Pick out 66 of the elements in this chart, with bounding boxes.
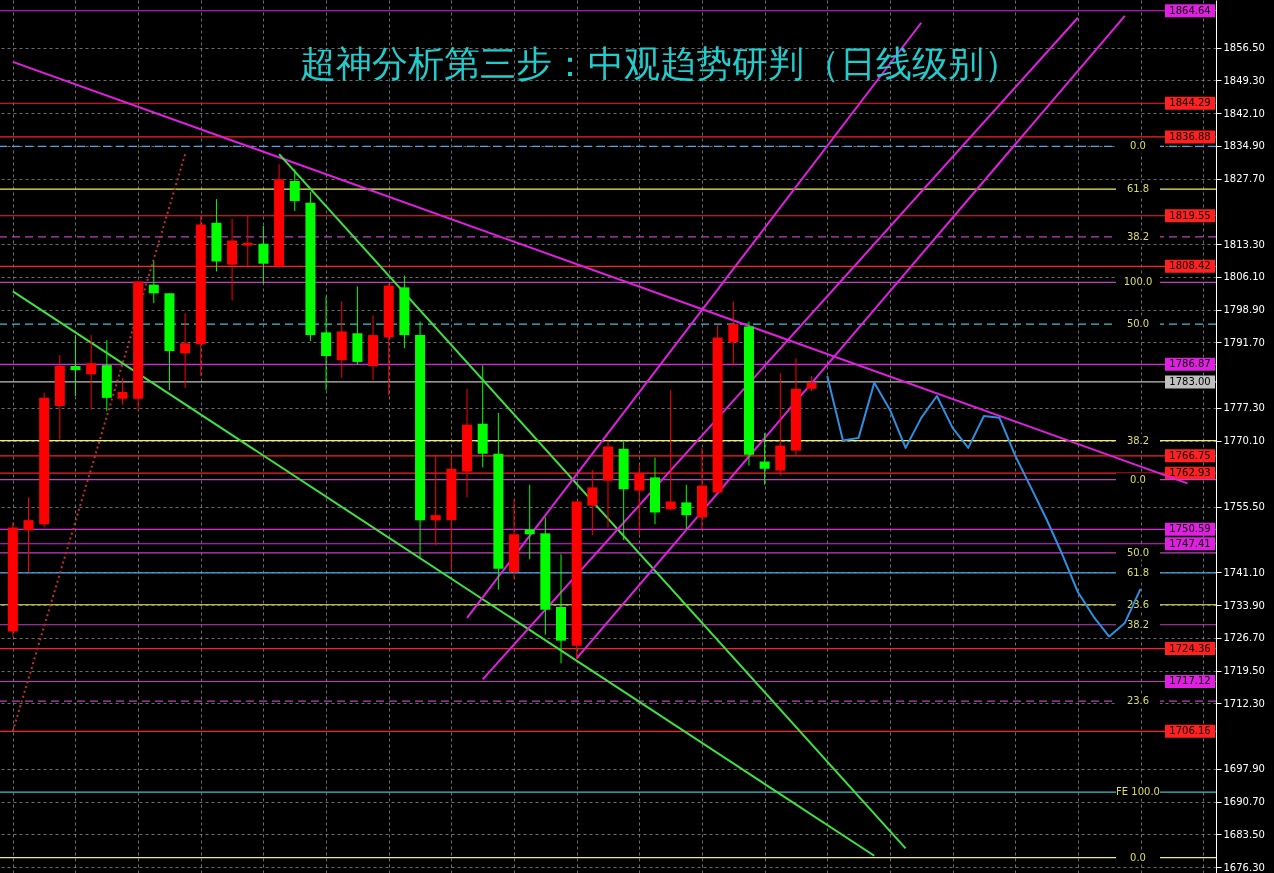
- ref-line-label: 1864.64: [1169, 4, 1211, 16]
- candlestick: [180, 312, 191, 389]
- ref-line-label: 1808.42: [1169, 260, 1211, 272]
- ref-line-label: 1783.00: [1169, 375, 1211, 387]
- ref-line-label: 1786.87: [1169, 358, 1211, 370]
- y-tick-label: 1719.50: [1223, 665, 1265, 677]
- candlestick: [23, 496, 34, 573]
- ref-line-label: 1724.36: [1169, 642, 1211, 654]
- y-tick-label: 1676.30: [1223, 861, 1265, 873]
- annotation: 50.0: [1126, 546, 1150, 558]
- ref-line-label: 1717.12: [1169, 675, 1211, 687]
- ref-line-label: 1836.88: [1169, 130, 1211, 142]
- y-tick-label: 1697.90: [1223, 763, 1265, 775]
- y-tick-label: 1755.50: [1223, 501, 1265, 513]
- candlestick: [524, 484, 535, 560]
- annotation: 61.8: [1126, 183, 1150, 195]
- annotation: 50.0: [1126, 318, 1150, 330]
- ref-line-label: 1706.16: [1169, 725, 1211, 737]
- annotation: 100.0: [1123, 276, 1153, 288]
- ref-line-label: 1762.93: [1169, 467, 1211, 479]
- y-tick-label: 1827.70: [1223, 173, 1265, 185]
- candlestick: [117, 377, 128, 406]
- annotation: FE 100.0: [1116, 786, 1160, 798]
- annotation: 38.2: [1126, 618, 1150, 630]
- candlestick: [587, 469, 598, 536]
- ref-line-label: 1747.41: [1169, 537, 1211, 549]
- y-tick-label: 1806.10: [1223, 271, 1265, 283]
- y-tick-label: 1798.90: [1223, 304, 1265, 316]
- y-tick-label: 1690.70: [1223, 796, 1265, 808]
- annotation: 0.0: [1130, 851, 1146, 863]
- y-tick-label: 1813.30: [1223, 238, 1265, 250]
- candlestick: [242, 215, 253, 267]
- y-tick-label: 1791.70: [1223, 336, 1265, 348]
- candlestick: [86, 334, 97, 411]
- candlestick: [148, 260, 159, 304]
- annotation: 38.2: [1126, 230, 1150, 242]
- y-tick-label: 1856.50: [1223, 42, 1265, 54]
- candlestick: [289, 168, 300, 212]
- annotation: 0.0: [1130, 473, 1146, 485]
- candlestick: [634, 464, 645, 535]
- y-tick-label: 1712.30: [1223, 697, 1265, 709]
- y-tick-label: 1849.30: [1223, 74, 1265, 86]
- y-tick-label: 1683.50: [1223, 828, 1265, 840]
- candlestick: [665, 389, 676, 511]
- candlestick: [681, 484, 692, 530]
- annotation: 61.8: [1126, 566, 1150, 578]
- ref-line-label: 1766.75: [1169, 449, 1211, 461]
- y-tick-label: 1726.70: [1223, 632, 1265, 644]
- ref-line-label: 1819.55: [1169, 209, 1211, 221]
- candlestick: [430, 454, 441, 546]
- candlestick: [258, 225, 269, 285]
- candlestick: [70, 334, 81, 397]
- y-tick-label: 1741.10: [1223, 566, 1265, 578]
- ref-line-label: 1750.59: [1169, 523, 1211, 535]
- candlestick: [759, 432, 770, 486]
- candlestick: [321, 295, 332, 391]
- candlestick: [728, 300, 739, 366]
- y-tick-label: 1733.90: [1223, 599, 1265, 611]
- y-tick-label: 1834.90: [1223, 140, 1265, 152]
- y-tick-label: 1777.30: [1223, 402, 1265, 414]
- ref-line-label: 1844.29: [1169, 97, 1211, 109]
- annotation: 0.0: [1130, 140, 1146, 152]
- annotation: 23.6: [1126, 695, 1150, 707]
- y-tick-label: 1770.10: [1223, 435, 1265, 447]
- y-tick-label: 1842.10: [1223, 107, 1265, 119]
- annotation: 38.2: [1126, 434, 1150, 446]
